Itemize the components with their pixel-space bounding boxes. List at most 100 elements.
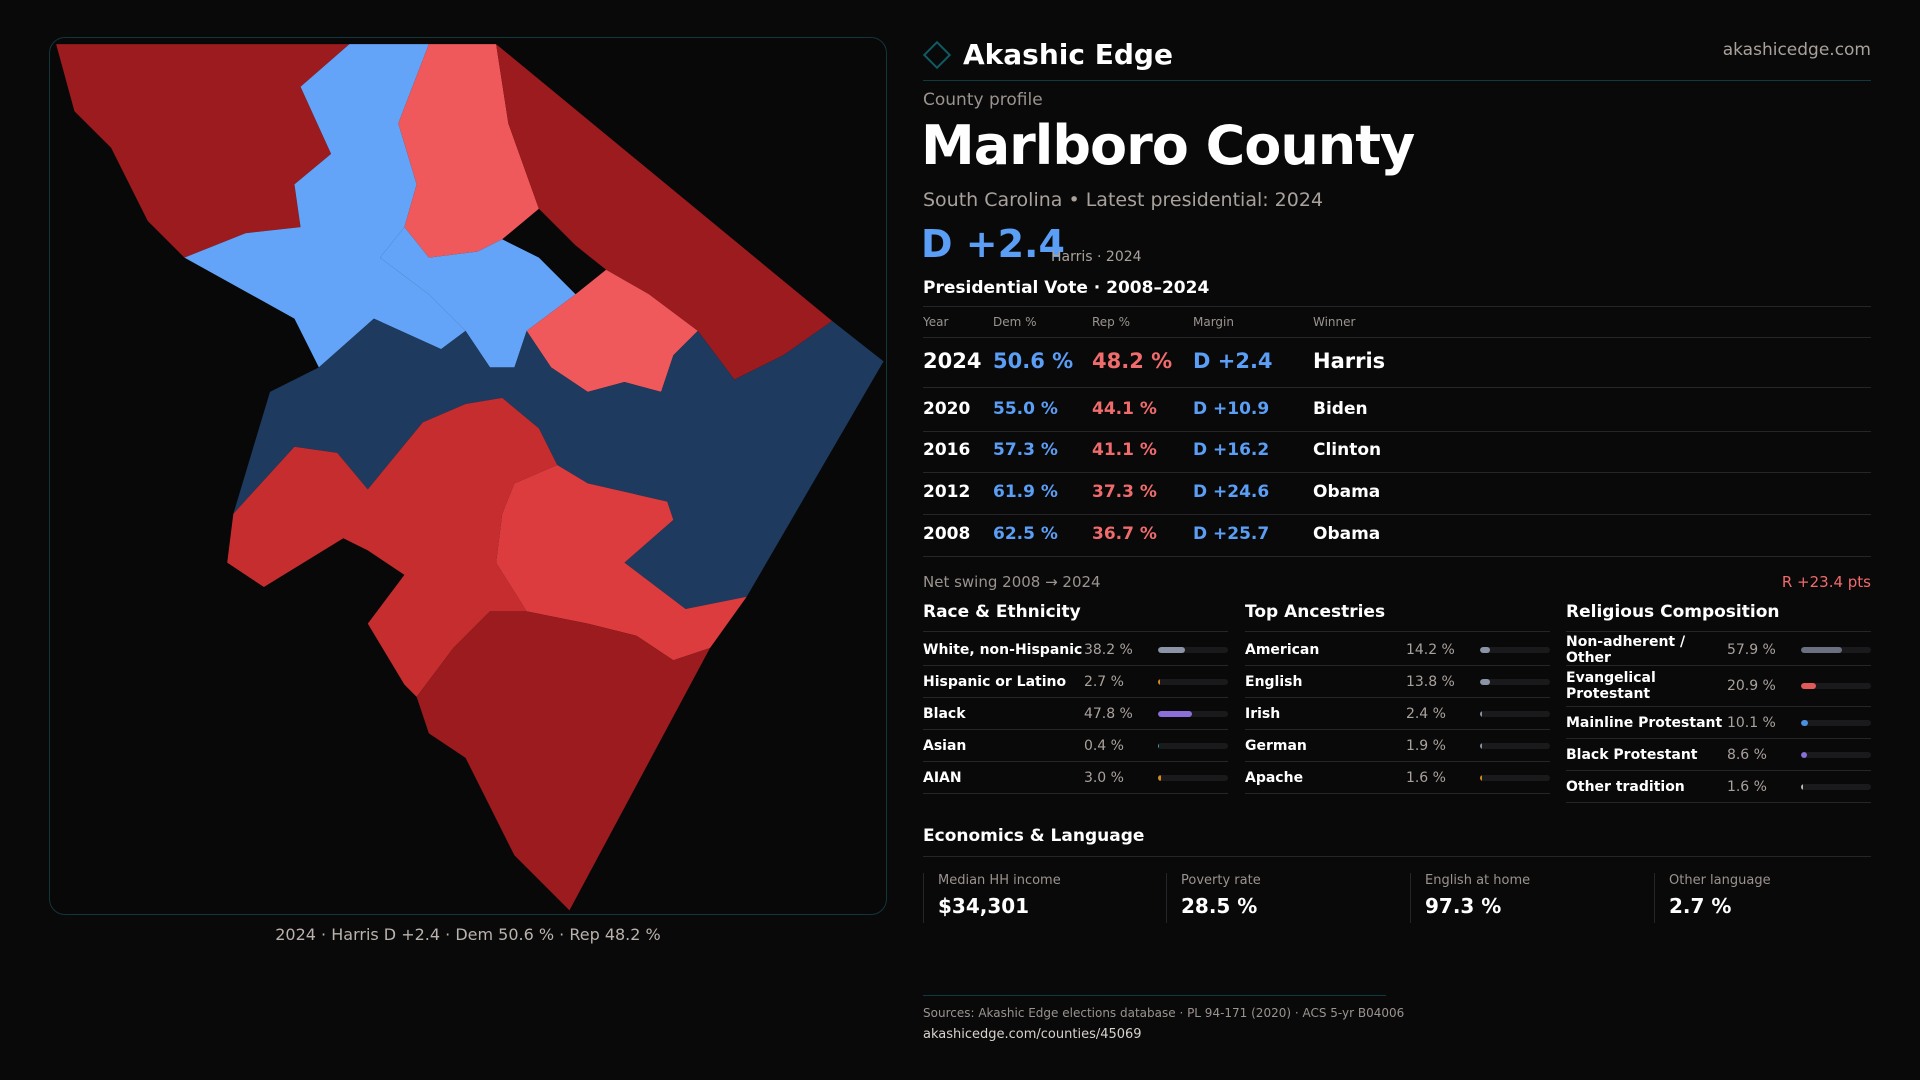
econ-value: 28.5 % [1181,894,1258,918]
econ-value: 97.3 % [1425,894,1502,918]
section-title: Top Ancestries [1245,602,1550,632]
stat-bar-fill [1801,783,1803,790]
stat-value: 1.6 % [1405,769,1446,786]
vote-cell: 57.3 % [993,440,1058,460]
site-link[interactable]: akashicedge.com [1722,40,1871,60]
county-map[interactable] [49,37,887,915]
stat-bar-fill [1480,774,1482,781]
vote-cell: 37.3 % [1092,482,1157,502]
stat-row: American 14.2 % [1245,634,1550,666]
net-swing-label: Net swing 2008 → 2024 [923,573,1101,591]
stat-bar [1480,678,1550,685]
stat-bar-fill [1801,646,1842,653]
stat-bar-fill [1158,742,1160,749]
stat-value: 20.9 % [1726,678,1776,694]
stat-label: Hispanic or Latino [923,673,1067,690]
diamond-logo-icon [922,40,952,69]
page-title: Marlboro County [921,114,1415,177]
precinct-se-red[interactable] [496,465,747,661]
precinct-south[interactable] [416,611,710,911]
stat-label: Asian [923,737,967,754]
subtitle: South Carolina • Latest presidential: 20… [923,189,1324,211]
stat-label: Non-adherent / Other [1566,633,1686,666]
stat-label: Evangelical Protestant [1566,670,1656,702]
vote-cell: 2012 [923,482,971,502]
stat-row: Black Protestant 8.6 % [1566,739,1871,771]
precinct-map[interactable] [50,38,886,914]
vote-cell: D +25.7 [1193,524,1270,544]
stat-bar [1801,646,1871,653]
stat-bar [1801,683,1871,689]
precinct-east-red[interactable] [526,269,698,392]
brand-logo[interactable]: Akashic Edge [922,38,1173,71]
stat-label: AIAN [923,769,962,786]
stat-bar [1158,646,1228,653]
stat-bar [1801,751,1871,758]
vote-cell: D +10.9 [1193,399,1270,419]
econ-stat: Other language 2.7 % [1654,873,1771,923]
stat-row: White, non-Hispanic 38.2 % [923,634,1228,666]
stat-value: 1.6 % [1726,778,1767,795]
econ-label: Other language [1669,873,1771,888]
precinct-ne[interactable] [496,44,833,380]
vote-cell: 2024 [923,349,982,373]
stat-bar [1480,774,1550,781]
stat-label: White, non-Hispanic [923,641,1083,658]
col-winner: Winner [1313,315,1356,329]
stat-row: AIAN 3.0 % [923,762,1228,794]
stat-bar-fill [1480,742,1482,749]
stat-label: Mainline Protestant [1566,714,1723,731]
map-caption: 2024 · Harris D +2.4 · Dem 50.6 % · Rep … [275,925,661,944]
vote-cell: D +24.6 [1193,482,1270,502]
precinct-north-blue[interactable] [184,44,466,368]
stat-value: 3.0 % [1083,769,1124,786]
stat-bar-fill [1801,683,1816,689]
econ-value: 2.7 % [1669,894,1732,918]
precinct-central-red[interactable] [227,397,558,697]
vote-cell: 36.7 % [1092,524,1157,544]
stat-value: 13.8 % [1405,673,1455,690]
precinct-navy[interactable] [233,318,884,609]
stat-bar-fill [1801,751,1808,758]
stat-bar-fill [1480,646,1491,653]
vote-cell: 44.1 % [1092,399,1157,419]
stat-bar-fill [1158,646,1186,653]
section-1: Top Ancestries American 14.2 % English 13.8 … [1245,602,1550,794]
section-title: Race & Ethnicity [923,602,1228,632]
econ-label: Poverty rate [1181,873,1261,888]
precinct-nw[interactable] [56,44,350,258]
stat-label: German [1245,737,1307,754]
col-year: Year [923,315,949,329]
vote-cell: Obama [1313,524,1381,544]
brand-name: Akashic Edge [963,38,1173,71]
econ-value: $34,301 [938,894,1030,918]
stat-row: Non-adherent / Other 57.9 % [1566,634,1871,666]
stat-label: Black Protestant [1566,746,1698,763]
vote-cell: Clinton [1313,440,1382,460]
precinct-north-red[interactable] [398,44,539,258]
stat-value: 2.4 % [1405,705,1446,722]
precinct-central-blue[interactable] [380,227,576,368]
vote-cell: D +2.4 [1193,349,1273,373]
stat-value: 1.9 % [1405,737,1446,754]
stat-row: English 13.8 % [1245,666,1550,698]
section-title: Religious Composition [1566,602,1871,632]
col-dem: Dem % [993,315,1037,329]
vote-cell: Obama [1313,482,1381,502]
net-swing-value: R +23.4 pts [1781,573,1871,591]
stat-bar-fill [1158,710,1192,717]
stat-label: Other tradition [1566,778,1685,795]
stat-row: Black 47.8 % [923,698,1228,730]
stat-label: Apache [1245,769,1304,786]
stat-bar-fill [1158,678,1161,685]
vote-cell: 62.5 % [993,524,1058,544]
stat-value: 47.8 % [1083,705,1133,722]
vote-cell: 55.0 % [993,399,1058,419]
stat-bar [1158,678,1228,685]
vote-cell: D +16.2 [1193,440,1270,460]
stat-bar [1480,742,1550,749]
county-url[interactable]: akashicedge.com/counties/45069 [923,1027,1142,1042]
vote-cell: 2016 [923,440,971,460]
vote-cell: Biden [1313,399,1368,419]
stat-bar [1158,774,1228,781]
